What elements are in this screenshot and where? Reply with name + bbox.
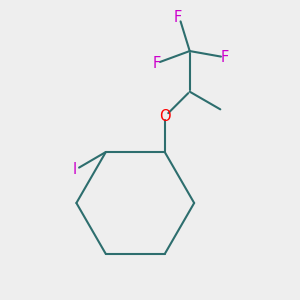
Text: O: O xyxy=(159,109,170,124)
Text: F: F xyxy=(173,10,182,25)
Text: F: F xyxy=(220,50,229,65)
Text: I: I xyxy=(73,162,77,177)
Text: F: F xyxy=(152,56,160,70)
